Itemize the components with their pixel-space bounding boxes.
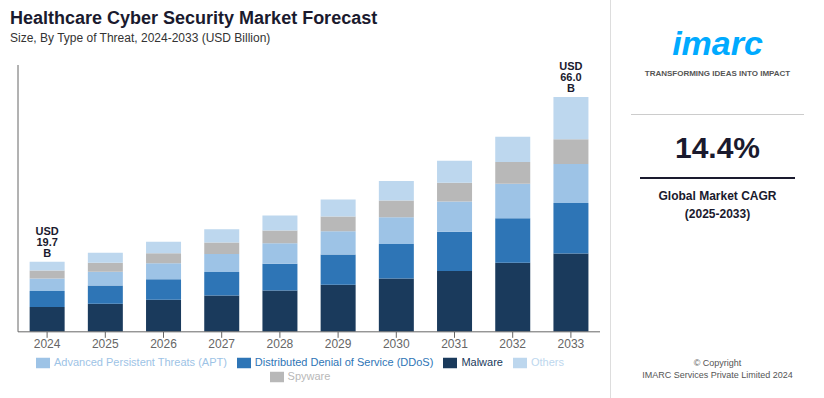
svg-text:2028: 2028: [267, 337, 294, 351]
html-text:Others: Others: [531, 355, 564, 368]
html-text:Global Market CAGR (2025-2033): Global Market CAGR (2025-2033): [658, 189, 777, 221]
html-text:imarc: imarc: [672, 24, 763, 62]
html-text:Advanced Persistent Threats (A: Advanced Persistent Threats (APT): [54, 355, 227, 368]
html-text:Healthcare Cyber Security Mark: Healthcare Cyber Security Market Forecas…: [10, 8, 378, 28]
svg-text:2032: 2032: [499, 337, 526, 351]
html-text:Malware: Malware: [461, 355, 503, 368]
html-text:14.4%: 14.4%: [675, 131, 760, 164]
svg-text:2031: 2031: [441, 337, 468, 351]
html-text:Spyware: Spyware: [287, 369, 331, 382]
svg-text:2029: 2029: [325, 337, 352, 351]
html-text:Size, By Type of Threat, 2024-: Size, By Type of Threat, 2024-2033 (USD …: [10, 31, 271, 45]
svg-text:2027: 2027: [208, 337, 235, 351]
svg-text:USD66.0B: USD66.0B: [559, 60, 582, 94]
svg-text:2033: 2033: [558, 337, 585, 351]
html-text:TRANSFORMING IDEAS INTO IMPACT: TRANSFORMING IDEAS INTO IMPACT: [644, 69, 791, 78]
html-text:© Copyright IMARC Services Pri: © Copyright IMARC Services Private Limit…: [642, 357, 793, 381]
svg-text:2030: 2030: [383, 337, 410, 351]
svg-text:2026: 2026: [150, 337, 177, 351]
svg-text:2025: 2025: [92, 337, 119, 351]
svg-text:2024: 2024: [34, 337, 61, 351]
svg-text:USD19.7B: USD19.7B: [36, 225, 59, 259]
html-text:Distributed Denial of Service: Distributed Denial of Service (DDoS): [254, 355, 434, 368]
